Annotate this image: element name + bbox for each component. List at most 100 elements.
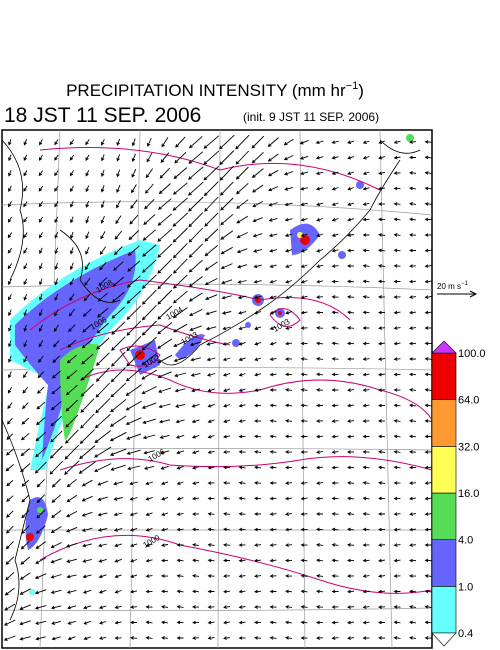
wind-vector — [300, 636, 308, 640]
wind-vector — [66, 574, 77, 579]
wind-vector — [223, 434, 231, 439]
wind-vector — [300, 465, 308, 470]
wind-vector — [347, 636, 355, 640]
wind-vector — [267, 137, 279, 148]
wind-vector — [424, 202, 432, 206]
wind-vector — [173, 274, 188, 289]
wind-vector — [22, 386, 29, 394]
wind-vector — [157, 321, 173, 335]
wind-vector — [50, 526, 62, 533]
wind-vector — [126, 449, 141, 455]
wind-vector — [158, 387, 172, 393]
wind-vector — [378, 202, 386, 206]
wind-vector — [254, 341, 262, 346]
wind-vector — [190, 372, 201, 377]
wind-vector — [254, 434, 262, 439]
wind-vector — [424, 605, 432, 609]
wind-vector — [69, 139, 75, 146]
wind-vector — [51, 510, 62, 519]
wind-vector — [331, 574, 339, 578]
wind-vector — [85, 216, 90, 224]
wind-vector — [38, 324, 43, 332]
wind-vector — [113, 246, 123, 256]
wind-vector — [316, 279, 323, 284]
wind-vector — [111, 291, 125, 303]
wind-vector — [130, 605, 138, 609]
wind-vector — [158, 403, 171, 409]
wind-vector — [409, 496, 417, 501]
wind-vector — [113, 527, 123, 532]
wind-vector — [50, 400, 62, 411]
wind-vector — [174, 388, 186, 393]
wind-vector — [81, 527, 93, 532]
wind-vector — [100, 185, 105, 193]
wind-vector — [362, 217, 370, 222]
wind-vector — [424, 620, 432, 625]
wind-vector — [269, 450, 277, 454]
wind-vector — [362, 279, 370, 284]
wind-vector — [50, 589, 62, 594]
wind-vector — [424, 512, 432, 516]
wind-vector — [409, 465, 417, 470]
wind-vector — [174, 151, 187, 164]
wind-vector — [51, 494, 62, 503]
wind-vector — [347, 620, 355, 625]
wind-vector — [409, 512, 417, 516]
wind-vector — [23, 232, 28, 239]
wind-vector — [254, 388, 262, 392]
wind-vector — [316, 264, 324, 268]
wind-vector — [393, 217, 401, 222]
wind-vector — [172, 182, 188, 195]
wind-vector — [141, 353, 158, 366]
wind-vector — [393, 465, 401, 470]
wind-vector — [347, 202, 355, 206]
wind-vector — [176, 465, 184, 470]
wind-vector — [393, 295, 401, 299]
wind-vector — [409, 434, 417, 439]
wind-vector — [378, 140, 385, 144]
wind-vector — [38, 170, 44, 177]
wind-vector — [130, 574, 138, 578]
wind-vector — [95, 398, 111, 414]
wind-vector — [23, 263, 28, 270]
wind-vector — [235, 182, 249, 195]
wind-vector — [393, 543, 401, 547]
wind-vector — [223, 496, 231, 501]
wind-vector — [19, 604, 31, 610]
wind-vector — [300, 341, 308, 346]
wind-vector — [125, 367, 142, 382]
wind-vector — [131, 138, 136, 147]
wind-vector — [409, 310, 417, 315]
wind-vector — [34, 461, 47, 474]
wind-vector — [161, 558, 169, 563]
wind-vector — [98, 543, 108, 548]
wind-vector — [393, 481, 401, 485]
wind-vector — [223, 589, 231, 594]
colorbar-bin — [431, 539, 457, 587]
wind-vector — [424, 574, 432, 578]
wind-vector — [331, 558, 339, 563]
wind-vector — [203, 165, 220, 181]
wind-vector — [362, 589, 370, 594]
wind-vector — [20, 432, 30, 441]
wind-vector — [192, 450, 200, 455]
wind-vector — [424, 279, 432, 284]
wind-vector — [252, 233, 263, 238]
wind-vector — [146, 153, 153, 163]
wind-vector — [362, 496, 370, 501]
wind-vector — [141, 386, 157, 395]
colorbar-bin — [431, 586, 457, 634]
wind-vector — [409, 636, 417, 640]
wind-vector — [285, 605, 293, 609]
wind-vector — [127, 260, 141, 272]
wind-vector — [424, 155, 432, 160]
wind-vector — [51, 636, 61, 641]
wind-vector — [378, 341, 386, 346]
wind-vector — [85, 231, 90, 240]
wind-vector — [223, 465, 230, 470]
wind-vector — [19, 588, 31, 595]
wind-vector — [81, 353, 94, 365]
wind-vector — [268, 186, 279, 192]
wind-vector — [51, 478, 61, 488]
wind-vector — [267, 153, 279, 162]
